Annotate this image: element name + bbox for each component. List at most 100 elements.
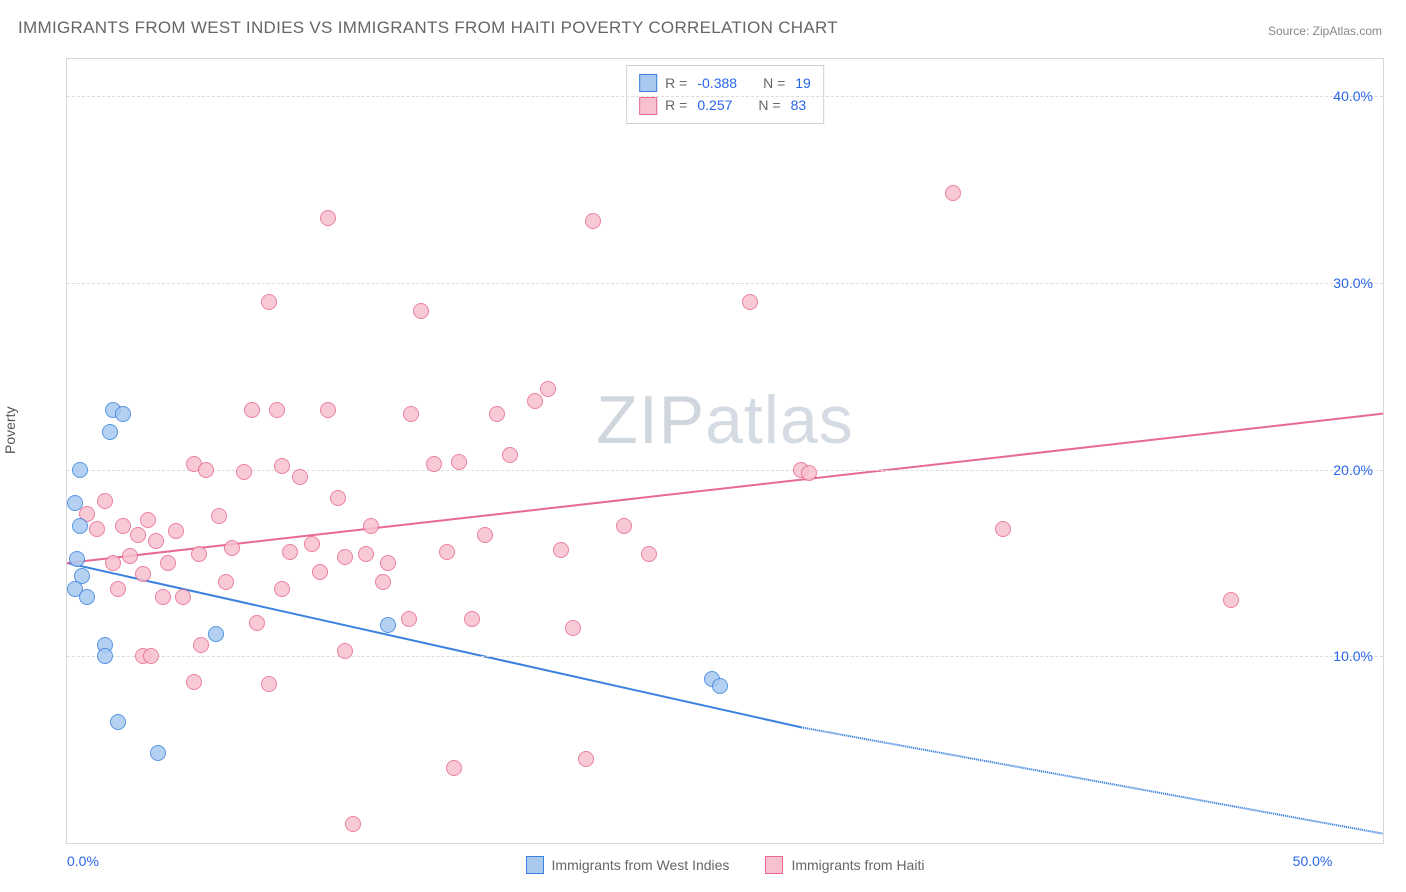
scatter-point-haiti — [446, 760, 462, 776]
scatter-point-haiti — [553, 542, 569, 558]
scatter-point-west_indies — [712, 678, 728, 694]
y-tick-label: 10.0% — [1333, 648, 1373, 664]
scatter-point-haiti — [540, 381, 556, 397]
scatter-point-haiti — [292, 469, 308, 485]
scatter-point-haiti — [337, 549, 353, 565]
legend-r-value-west-indies: -0.388 — [697, 72, 737, 94]
scatter-point-west_indies — [67, 495, 83, 511]
scatter-point-haiti — [403, 406, 419, 422]
scatter-point-haiti — [304, 536, 320, 552]
scatter-point-haiti — [269, 402, 285, 418]
scatter-point-haiti — [451, 454, 467, 470]
scatter-point-haiti — [198, 462, 214, 478]
bottom-swatch-haiti — [765, 856, 783, 874]
scatter-point-west_indies — [110, 714, 126, 730]
scatter-point-haiti — [282, 544, 298, 560]
scatter-point-haiti — [211, 508, 227, 524]
scatter-point-haiti — [274, 458, 290, 474]
scatter-point-haiti — [363, 518, 379, 534]
y-axis-label: Poverty — [2, 407, 18, 454]
scatter-point-haiti — [358, 546, 374, 562]
legend-row-haiti: R = 0.257 N = 83 — [639, 94, 811, 116]
scatter-point-west_indies — [102, 424, 118, 440]
watermark-thin: atlas — [705, 382, 854, 458]
chart-title: IMMIGRANTS FROM WEST INDIES VS IMMIGRANT… — [18, 18, 838, 38]
chart-container: Poverty ZIPatlas R = -0.388 N = 19 R = 0… — [18, 52, 1388, 880]
scatter-point-haiti — [218, 574, 234, 590]
legend-n-value-haiti: 83 — [791, 94, 807, 116]
scatter-point-haiti — [110, 581, 126, 597]
legend-row-west-indies: R = -0.388 N = 19 — [639, 72, 811, 94]
scatter-point-west_indies — [69, 551, 85, 567]
watermark-bold: ZIP — [596, 382, 705, 458]
legend-r-label: R = — [665, 94, 687, 116]
legend-n-label: N = — [763, 72, 785, 94]
scatter-point-haiti — [439, 544, 455, 560]
gridline-h — [67, 96, 1383, 97]
scatter-point-haiti — [168, 523, 184, 539]
scatter-point-haiti — [186, 674, 202, 690]
scatter-point-haiti — [337, 643, 353, 659]
scatter-point-haiti — [115, 518, 131, 534]
scatter-point-haiti — [330, 490, 346, 506]
scatter-point-haiti — [426, 456, 442, 472]
gridline-h — [67, 470, 1383, 471]
y-tick-label: 20.0% — [1333, 462, 1373, 478]
scatter-point-haiti — [89, 521, 105, 537]
scatter-point-haiti — [1223, 592, 1239, 608]
scatter-point-west_indies — [208, 626, 224, 642]
scatter-point-haiti — [312, 564, 328, 580]
gridline-h — [67, 283, 1383, 284]
bottom-legend-haiti: Immigrants from Haiti — [765, 856, 924, 874]
scatter-point-haiti — [135, 566, 151, 582]
bottom-swatch-west-indies — [526, 856, 544, 874]
scatter-point-haiti — [122, 548, 138, 564]
scatter-point-haiti — [477, 527, 493, 543]
scatter-point-haiti — [995, 521, 1011, 537]
legend-n-label: N = — [758, 94, 780, 116]
scatter-point-haiti — [401, 611, 417, 627]
trend-lines-svg — [67, 59, 1383, 843]
scatter-point-west_indies — [72, 462, 88, 478]
scatter-point-west_indies — [79, 589, 95, 605]
y-tick-label: 40.0% — [1333, 88, 1373, 104]
scatter-point-haiti — [742, 294, 758, 310]
scatter-point-haiti — [578, 751, 594, 767]
scatter-point-haiti — [527, 393, 543, 409]
scatter-point-haiti — [585, 213, 601, 229]
legend-box: R = -0.388 N = 19 R = 0.257 N = 83 — [626, 65, 824, 124]
scatter-point-haiti — [320, 402, 336, 418]
scatter-point-haiti — [945, 185, 961, 201]
scatter-point-west_indies — [97, 648, 113, 664]
scatter-point-haiti — [175, 589, 191, 605]
scatter-point-haiti — [236, 464, 252, 480]
scatter-point-haiti — [97, 493, 113, 509]
bottom-label-haiti: Immigrants from Haiti — [791, 857, 924, 873]
bottom-label-west-indies: Immigrants from West Indies — [552, 857, 730, 873]
source-label: Source: ZipAtlas.com — [1268, 24, 1382, 38]
scatter-point-haiti — [160, 555, 176, 571]
scatter-point-haiti — [191, 546, 207, 562]
scatter-point-haiti — [274, 581, 290, 597]
scatter-point-haiti — [261, 676, 277, 692]
legend-r-label: R = — [665, 72, 687, 94]
legend-swatch-west-indies — [639, 74, 657, 92]
scatter-point-haiti — [565, 620, 581, 636]
scatter-point-haiti — [345, 816, 361, 832]
scatter-point-haiti — [502, 447, 518, 463]
legend-n-value-west-indies: 19 — [795, 72, 811, 94]
scatter-point-west_indies — [115, 406, 131, 422]
scatter-point-haiti — [249, 615, 265, 631]
scatter-point-haiti — [616, 518, 632, 534]
legend-r-value-haiti: 0.257 — [697, 94, 732, 116]
scatter-point-haiti — [380, 555, 396, 571]
watermark: ZIPatlas — [596, 381, 853, 459]
plot-area: ZIPatlas R = -0.388 N = 19 R = 0.257 N =… — [66, 58, 1384, 844]
scatter-point-haiti — [261, 294, 277, 310]
scatter-point-haiti — [464, 611, 480, 627]
scatter-point-haiti — [105, 555, 121, 571]
scatter-point-west_indies — [380, 617, 396, 633]
bottom-legend-west-indies: Immigrants from West Indies — [526, 856, 730, 874]
scatter-point-haiti — [244, 402, 260, 418]
scatter-point-west_indies — [72, 518, 88, 534]
